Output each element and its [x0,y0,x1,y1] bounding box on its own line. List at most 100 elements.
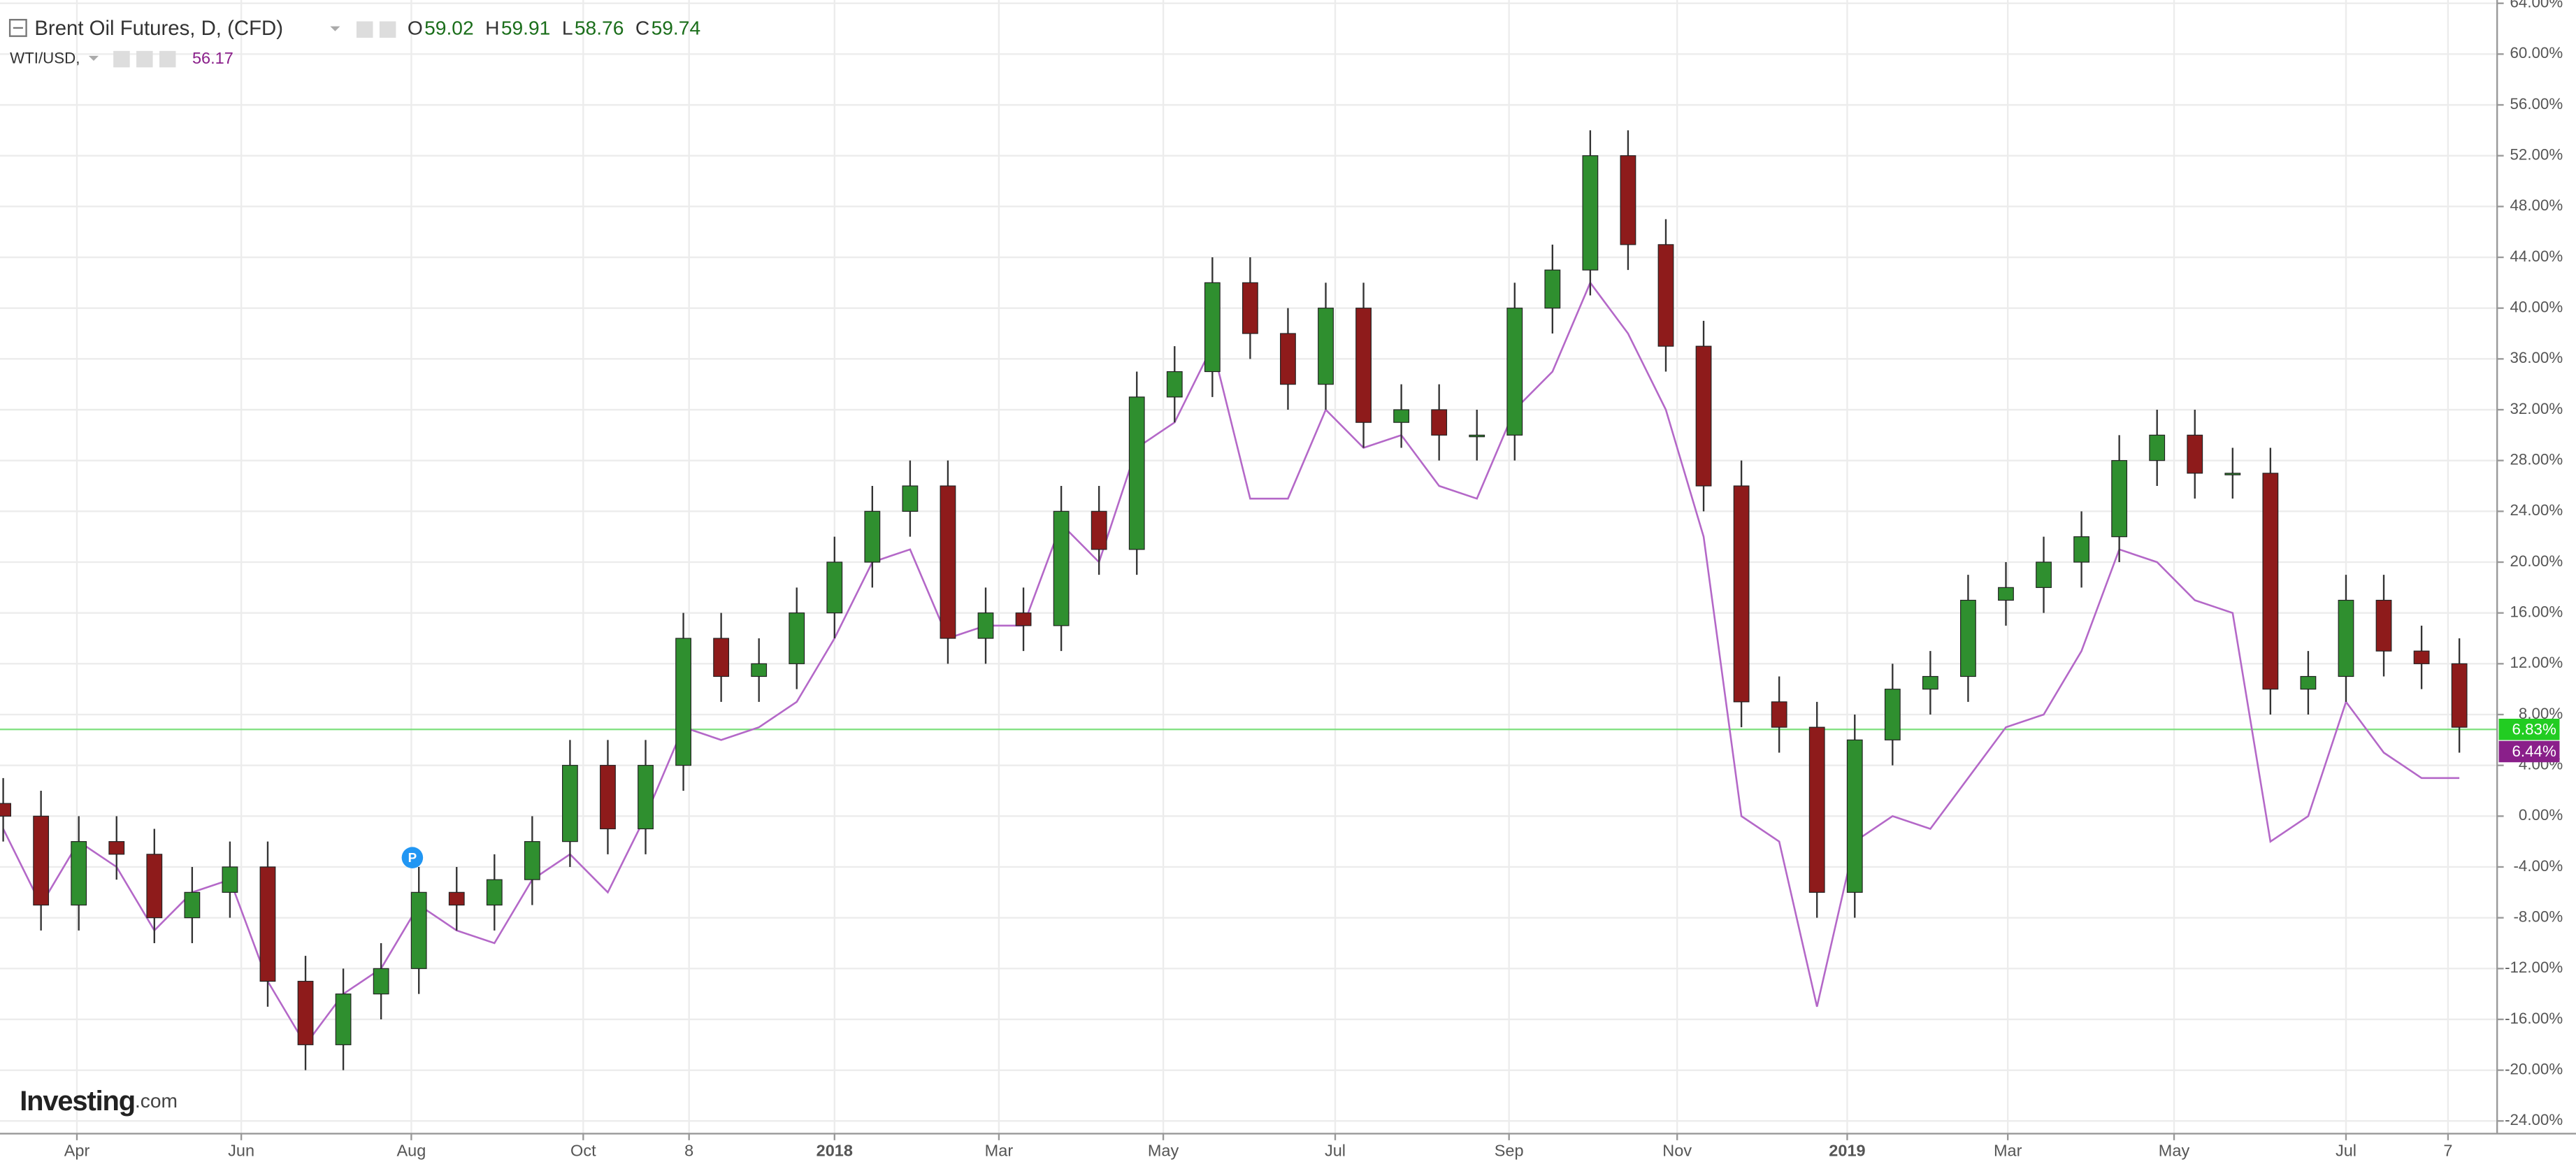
series-title: WTI/USD, [10,49,80,66]
candle-body [2413,650,2430,664]
candle-body [33,815,50,906]
candle-body [1431,409,1448,436]
ohlc-value: 59.91 [501,17,551,39]
candle-body [562,765,578,842]
candle-body [1846,739,1863,893]
candle-body [1318,308,1334,385]
y-tick-label: 36.00% [2510,349,2563,366]
settings-icon[interactable] [113,50,130,68]
settings-icon[interactable] [356,21,373,38]
candle-body [1280,333,1296,385]
y-tick-label: 0.00% [2519,806,2563,824]
candle-body [1544,269,1561,309]
x-tick-label: May [2159,1142,2190,1160]
x-tick-label: Apr [64,1142,90,1160]
y-tick-label: 48.00% [2510,196,2563,214]
candle-body [2073,536,2089,563]
candle-body [713,638,730,677]
axes: -24.00% -20.00% -16.00% -12.00% -8.00% -4.00%… [64,0,2563,1160]
last-value-label: 6.83% [2512,720,2556,738]
collapse-button[interactable] [8,19,27,37]
y-tick-label: 64.00% [2510,0,2563,11]
candle-body [826,561,843,614]
candle-body [259,866,276,982]
candle-body [146,854,163,919]
candle-body [1695,345,1712,487]
ohlc-legend: O 59.02 H 59.91 L 58.76 C 59.74 [408,17,700,39]
event-marker[interactable] [401,847,424,868]
candle-body [789,612,805,664]
candle-body [1998,587,2014,601]
grid [0,0,2498,1134]
x-tick-label: Jun [228,1142,254,1160]
y-tick-label: 28.00% [2510,451,2563,468]
candle-body [638,765,654,830]
ohlc-value: 58.76 [575,17,624,39]
candle-body [977,612,994,639]
x-tick-label: 8 [684,1142,693,1160]
candle-body [2300,675,2317,690]
ohlc-key: C [635,17,649,39]
candle-body [1657,244,1674,347]
x-tick-label: Jul [2336,1142,2356,1160]
candle-body [1091,510,1107,550]
y-tick-label: 16.00% [2510,603,2563,621]
candle-body [675,638,691,766]
candle-body [1506,308,1523,436]
candle-body [222,866,238,893]
y-tick-label: -4.00% [2513,857,2563,875]
candle-body [2338,599,2354,677]
candle-body [2375,599,2392,652]
plot-area [0,130,2468,1070]
y-tick-label: -16.00% [2505,1010,2563,1027]
x-tick-label: 2018 [816,1142,853,1160]
dropdown-caret[interactable] [330,26,340,31]
candle-body [335,994,352,1045]
candle-body [2224,473,2241,475]
x-tick-label: 7 [2443,1142,2452,1160]
x-tick-label: Sep [1495,1142,1524,1160]
y-tick-label: -20.00% [2505,1061,2563,1078]
candle-body [1015,612,1032,626]
candle-body [1355,308,1372,423]
series-title: Brent Oil Futures, D, (CFD) [34,17,283,40]
x-tick-label: Mar [985,1142,1014,1160]
y-tick-label: -8.00% [2513,908,2563,926]
event-marker-label: P [408,850,417,865]
current-value: 56.17 [192,49,233,67]
candle-body [410,891,427,969]
candle-body [1393,409,1410,423]
candle-body [1771,701,1787,728]
candle-body [2262,473,2279,690]
brand-logo: Investing.com [20,1085,178,1116]
hide-icon[interactable] [136,50,153,68]
candle-body [1204,282,1221,373]
y-tick-label: 56.00% [2510,95,2563,113]
candle-body [1582,155,1599,271]
x-tick-label: Jul [1325,1142,1346,1160]
candle-body [1733,485,1750,703]
close-icon[interactable] [159,50,176,68]
hide-icon[interactable] [379,21,396,38]
ohlc-value: 59.02 [424,17,474,39]
candle-body [524,841,540,880]
brand-name: Investing [20,1085,135,1116]
y-tick-label: 52.00% [2510,146,2563,164]
candle-body [1242,282,1258,334]
candle-body [2149,434,2166,461]
x-tick-label: May [1148,1142,1179,1160]
x-tick-label: Aug [396,1142,426,1160]
candle-body [108,841,125,855]
ohlc-value: 59.74 [652,17,701,39]
brand-suffix: .com [135,1089,178,1112]
candle-body [448,891,465,906]
x-tick-label: Mar [1994,1142,2022,1160]
candle-body [864,510,881,563]
y-tick-label: 40.00% [2510,299,2563,316]
dropdown-caret[interactable] [88,55,99,61]
candle-body [2036,561,2052,588]
last-value-badge [2498,718,2560,740]
y-tick-label: 44.00% [2510,248,2563,265]
